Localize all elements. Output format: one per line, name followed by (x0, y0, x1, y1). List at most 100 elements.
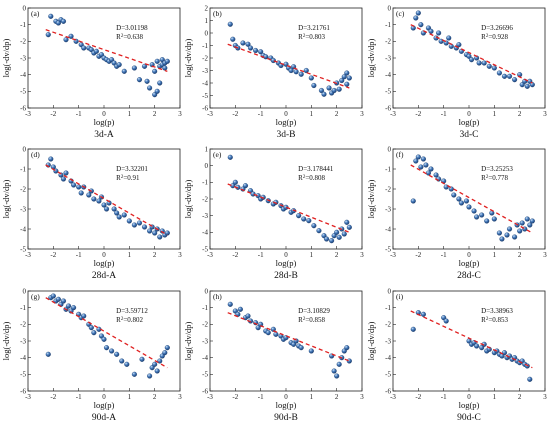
x-tick-label: 1 (310, 251, 314, 259)
panel-caption: 28d-B (274, 271, 298, 281)
plot-frame (209, 7, 363, 109)
x-tick-label: -3 (25, 393, 31, 401)
y-tick-label: -6 (202, 387, 208, 395)
fit-line (45, 297, 168, 369)
y-tick-label: 0 (388, 145, 392, 153)
panel-letter: (f) (396, 150, 404, 159)
plot-frame (209, 148, 363, 250)
x-tick-label: -2 (50, 110, 56, 118)
y-tick-label: -6 (385, 104, 391, 112)
data-point (336, 234, 342, 240)
chart-panel-3: -3 -2 -1 0 1 2 3 0 -1 -2 -3 -4 -5 -6 log(p) log(-dv/dp)… (366, 4, 547, 140)
data-point (147, 373, 153, 379)
chart-panel-6: -3 -2 -1 0 1 2 3 0 -1 -2 -3 -4 -5 log(p) log(-dv/dp) 28… (366, 145, 547, 281)
x-tick-label: 3 (178, 393, 182, 401)
panel-letter: (e) (213, 150, 222, 159)
data-point (63, 170, 69, 176)
data-point (91, 330, 97, 336)
data-point (81, 45, 87, 51)
y-axis-label: log(-dv/dp) (366, 179, 376, 218)
panel-caption: 90d-C (457, 413, 481, 423)
x-tick-label: -2 (415, 251, 421, 259)
y-tick-label: -4 (385, 71, 391, 79)
plot-frame (27, 148, 181, 250)
data-point (303, 67, 309, 74)
data-point (308, 348, 314, 354)
data-point (486, 63, 492, 69)
data-point (71, 305, 77, 311)
data-point (529, 218, 535, 224)
data-point (301, 216, 307, 222)
y-tick-label: -2 (202, 54, 208, 62)
data-point (418, 22, 424, 28)
data-point (121, 68, 127, 74)
data-point (60, 176, 67, 182)
data-point (88, 325, 94, 331)
chart-panel-2: -3 -2 -1 0 1 2 3 2 1 0 -1 -2 -3 -4 -5 -6 log(p) log(-dv/d… (183, 4, 364, 140)
y-tick-label: -4 (202, 79, 208, 87)
data-point (227, 21, 233, 27)
data-point (456, 42, 462, 48)
y-tick-label: 2 (205, 4, 209, 12)
fractal-dimension-label: D=3.26696 (481, 24, 513, 32)
fractal-dimension-label: D=3.32201 (116, 165, 148, 173)
fit-line (227, 43, 350, 89)
y-tick-label: 1 (205, 17, 209, 25)
y-tick-label: -3 (202, 67, 208, 75)
y-tick-label: -1 (20, 21, 26, 29)
data-point (474, 214, 480, 220)
data-point (529, 82, 535, 88)
data-point (410, 198, 416, 204)
data-point (227, 301, 233, 307)
panel-letter: (h) (213, 292, 222, 301)
x-axis-label: log(p) (276, 117, 297, 127)
y-tick-label: -3 (20, 54, 26, 62)
x-tick-label: -2 (232, 251, 238, 259)
data-point (91, 196, 97, 202)
x-tick-label: -1 (441, 110, 447, 118)
y-tick-label: -4 (20, 354, 26, 362)
x-tick-label: -1 (76, 393, 82, 401)
x-tick-label: 3 (543, 251, 547, 259)
data-point (131, 222, 137, 228)
data-point (250, 191, 256, 197)
data-point (245, 313, 251, 319)
data-point (131, 65, 137, 71)
y-tick-label: -3 (202, 337, 208, 345)
data-point (344, 345, 350, 351)
y-tick-label: -1 (202, 42, 208, 50)
x-tick-label: 1 (128, 110, 132, 118)
data-point (451, 192, 457, 198)
panel-letter: (b) (213, 9, 222, 18)
x-axis-label: log(p) (459, 400, 480, 410)
data-point (68, 33, 74, 39)
x-tick-label: -3 (390, 393, 396, 401)
data-point (141, 63, 148, 69)
x-tick-label: 2 (153, 251, 157, 259)
data-point (311, 82, 317, 89)
data-point (55, 296, 61, 302)
data-point (154, 368, 160, 374)
y-tick-label: 0 (23, 4, 27, 12)
data-point (45, 351, 51, 357)
x-axis-label: log(p) (94, 117, 115, 127)
data-point (162, 350, 168, 356)
data-point (119, 358, 125, 364)
panel-caption: 90d-A (92, 413, 116, 423)
data-point (446, 35, 452, 41)
x-tick-label: -2 (50, 393, 56, 401)
x-tick-label: -1 (76, 110, 82, 118)
x-tick-label: 0 (467, 251, 471, 259)
fit-line (410, 164, 533, 234)
x-tick-label: -3 (207, 393, 213, 401)
x-tick-label: 2 (153, 393, 157, 401)
panel-caption: 28d-C (457, 271, 481, 281)
panel-letter: (g) (31, 292, 40, 301)
x-tick-label: 2 (335, 110, 339, 118)
data-point (329, 238, 335, 244)
data-point (147, 228, 153, 234)
panel-letter: (i) (396, 292, 404, 301)
y-tick-label: -5 (202, 92, 208, 100)
data-point (157, 234, 163, 240)
